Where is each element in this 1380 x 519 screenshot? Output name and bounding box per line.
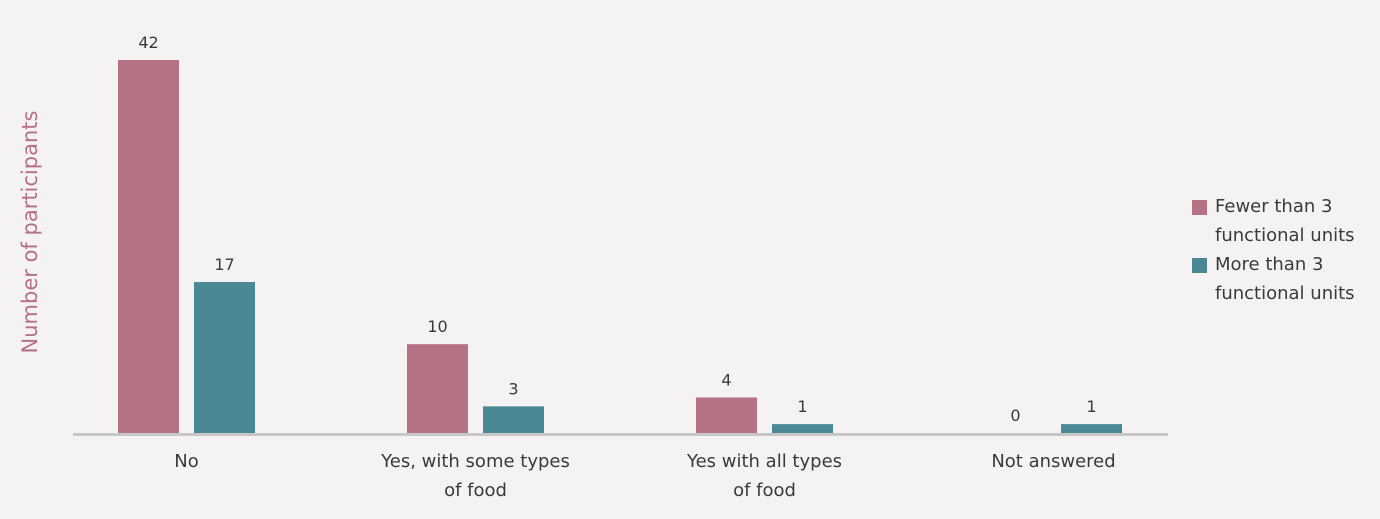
bar-0-1 [194,282,255,433]
legend-item-fewer: Fewer than 3 functional units [1192,196,1372,250]
bar-2-0 [696,397,757,433]
legend-label-fewer: Fewer than 3 functional units [1215,196,1355,246]
legend-swatch-more [1192,258,1207,273]
data-label-2-1: 1 [797,397,807,416]
data-label-1-1: 3 [508,379,518,398]
legend-swatch-fewer [1192,200,1207,215]
category-label-2-1: of food [733,480,796,501]
y-axis-label: Number of participants [18,110,42,354]
bar-1-0 [407,344,468,433]
data-label-3-1: 1 [1086,397,1096,416]
data-label-3-0: 0 [1010,406,1020,425]
legend: Fewer than 3 functional units More than … [1192,196,1372,312]
data-label-1-0: 10 [427,317,447,336]
bar-0-0 [118,60,179,433]
category-label-3-0: Not answered [991,451,1115,472]
data-label-2-0: 4 [721,370,731,389]
category-label-1-1: of food [444,480,507,501]
category-label-2-0: Yes with all types [686,451,842,472]
legend-label-more: More than 3 functional units [1215,254,1355,304]
bar-3-1 [1061,424,1122,433]
bar-1-1 [483,406,544,433]
data-label-0-1: 17 [214,255,234,274]
legend-item-more: More than 3 functional units [1192,254,1372,308]
data-label-0-0: 42 [138,33,158,52]
bar-2-1 [772,424,833,433]
category-label-1-0: Yes, with some types [380,451,570,472]
category-label-0-0: No [174,451,198,472]
